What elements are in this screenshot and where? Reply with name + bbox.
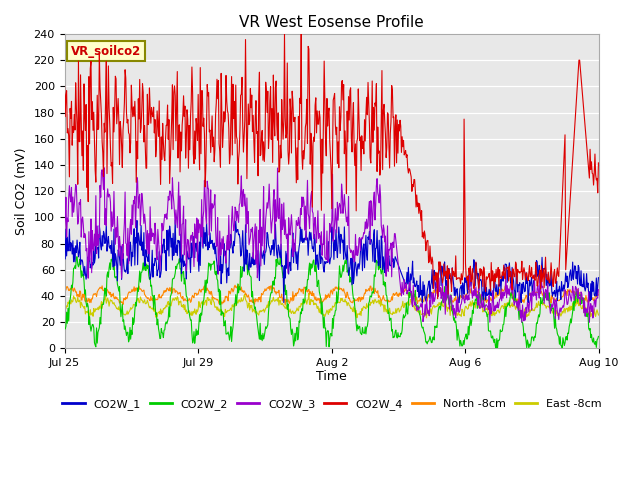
CO2W_3 <box>595 287 602 292</box>
CO2W_1 <box>280 300 287 305</box>
CO2W_1 <box>172 217 179 223</box>
CO2W_2 <box>124 329 132 335</box>
CO2W_4 <box>248 92 255 98</box>
North -8cm <box>124 295 131 301</box>
CO2W_2 <box>493 346 501 351</box>
CO2W_4 <box>417 217 425 223</box>
East -8cm <box>124 308 131 314</box>
CO2W_2 <box>73 254 81 260</box>
East -8cm <box>221 306 229 312</box>
CO2W_2 <box>248 289 256 295</box>
North -8cm <box>235 282 243 288</box>
CO2W_2 <box>387 315 395 321</box>
Text: VR_soilco2: VR_soilco2 <box>71 45 141 58</box>
Legend: CO2W_1, CO2W_2, CO2W_3, CO2W_4, North -8cm, East -8cm: CO2W_1, CO2W_2, CO2W_3, CO2W_4, North -8… <box>58 395 605 415</box>
East -8cm <box>61 309 68 315</box>
North -8cm <box>282 302 289 308</box>
East -8cm <box>305 290 313 296</box>
CO2W_3 <box>387 240 395 246</box>
East -8cm <box>418 312 426 317</box>
Line: CO2W_1: CO2W_1 <box>65 220 598 302</box>
CO2W_4 <box>281 31 289 37</box>
CO2W_3 <box>269 216 276 221</box>
CO2W_2 <box>417 318 425 324</box>
Line: East -8cm: East -8cm <box>65 293 598 318</box>
Line: CO2W_4: CO2W_4 <box>65 34 598 299</box>
North -8cm <box>418 299 426 304</box>
CO2W_1 <box>269 246 276 252</box>
CO2W_4 <box>595 160 602 166</box>
CO2W_4 <box>268 106 276 112</box>
East -8cm <box>248 302 255 308</box>
CO2W_4 <box>434 296 442 301</box>
North -8cm <box>221 293 229 299</box>
Title: VR West Eosense Profile: VR West Eosense Profile <box>239 15 424 30</box>
CO2W_1 <box>222 259 230 264</box>
CO2W_4 <box>124 120 131 126</box>
CO2W_3 <box>100 165 108 171</box>
CO2W_4 <box>387 119 395 124</box>
CO2W_3 <box>222 260 230 266</box>
CO2W_2 <box>222 331 230 337</box>
CO2W_3 <box>248 225 256 230</box>
CO2W_2 <box>61 325 68 331</box>
CO2W_4 <box>61 83 68 89</box>
CO2W_2 <box>595 334 602 339</box>
Line: North -8cm: North -8cm <box>65 285 598 305</box>
CO2W_4 <box>221 115 229 121</box>
East -8cm <box>268 299 276 305</box>
CO2W_1 <box>595 275 602 281</box>
North -8cm <box>248 300 256 305</box>
CO2W_1 <box>418 288 426 293</box>
Line: CO2W_3: CO2W_3 <box>65 168 598 322</box>
Line: CO2W_2: CO2W_2 <box>65 257 598 348</box>
CO2W_1 <box>388 249 396 255</box>
X-axis label: Time: Time <box>316 370 348 383</box>
CO2W_3 <box>124 226 132 231</box>
CO2W_3 <box>486 319 493 325</box>
East -8cm <box>353 315 361 321</box>
CO2W_1 <box>248 261 256 266</box>
CO2W_3 <box>417 301 425 307</box>
CO2W_1 <box>124 256 131 262</box>
East -8cm <box>595 312 602 318</box>
CO2W_1 <box>61 237 68 243</box>
North -8cm <box>595 292 602 298</box>
CO2W_2 <box>269 279 276 285</box>
East -8cm <box>388 311 396 317</box>
Y-axis label: Soil CO2 (mV): Soil CO2 (mV) <box>15 147 28 235</box>
North -8cm <box>269 284 276 290</box>
CO2W_3 <box>61 228 68 233</box>
North -8cm <box>388 294 396 300</box>
North -8cm <box>61 291 68 297</box>
